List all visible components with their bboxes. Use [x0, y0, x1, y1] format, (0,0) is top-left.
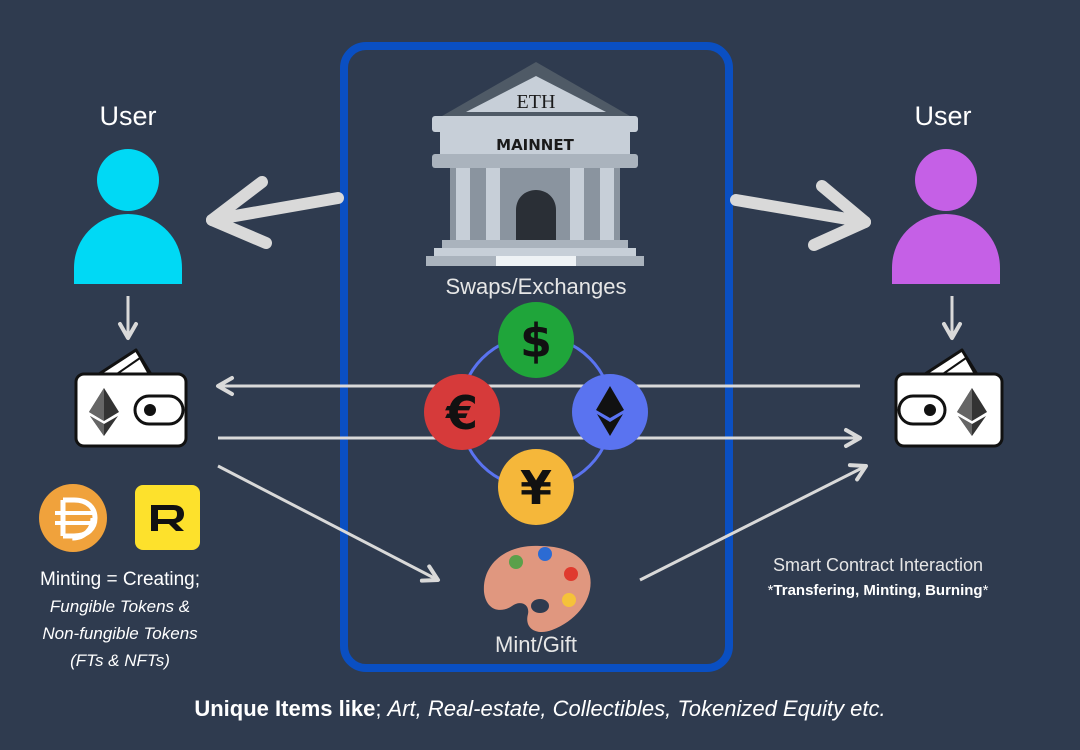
- bottom-caption-italic: Art, Real-estate, Collectibles, Tokenize…: [387, 696, 886, 721]
- yen-icon: ¥: [498, 449, 574, 525]
- minting-line-fungible: Fungible Tokens &: [49, 597, 191, 616]
- minting-description: Minting = Creating; Fungible Tokens & No…: [10, 566, 230, 674]
- rarible-token-icon: [135, 485, 200, 550]
- bottom-caption-bold: Unique Items like: [194, 696, 376, 721]
- smart-contract-actions: *Transfering, Minting, Burning*: [767, 582, 989, 599]
- bank-to-left-user-arrow: [206, 176, 344, 249]
- svg-text:$: $: [520, 314, 552, 368]
- swaps-label: Swaps/Exchanges: [445, 274, 627, 299]
- palette-icon: [483, 545, 591, 633]
- left-user-icon: [74, 149, 182, 284]
- left-wallet-to-mint-arrow: [217, 464, 440, 583]
- dollar-icon: $: [498, 302, 574, 378]
- ethereum-icon: [572, 374, 648, 450]
- right-user-label: User: [914, 101, 972, 131]
- minting-title: Minting = Creating;: [40, 569, 200, 590]
- smart-contract-actions-bold: Transfering, Minting, Burning: [773, 582, 983, 599]
- right-user-icon: [892, 149, 1000, 284]
- mint-gift-label: Mint/Gift: [495, 632, 577, 657]
- svg-text:€: €: [445, 386, 478, 440]
- right-wallet-icon: [894, 348, 1004, 448]
- dai-token-icon: [39, 484, 107, 552]
- left-wallet-icon: [74, 348, 188, 448]
- bank-pediment-label: ETH: [517, 91, 556, 113]
- euro-icon: €: [424, 374, 500, 450]
- bank-to-right-user-arrow: [730, 180, 871, 251]
- minting-line-nonfungible: Non-fungible Tokens: [42, 624, 198, 643]
- bank-icon: [426, 62, 644, 266]
- left-user-label: User: [99, 101, 157, 131]
- smart-contract-title: Smart Contract Interaction: [772, 555, 984, 575]
- minting-line-abbrev: (FTs & NFTs): [70, 651, 170, 670]
- mint-to-right-wallet-arrow: [639, 463, 868, 582]
- bottom-caption: Unique Items like; Art, Real-estate, Col…: [194, 696, 886, 721]
- bank-mainnet-label: MAINNET: [496, 136, 574, 154]
- center-box: [340, 42, 733, 672]
- svg-text:¥: ¥: [520, 461, 552, 515]
